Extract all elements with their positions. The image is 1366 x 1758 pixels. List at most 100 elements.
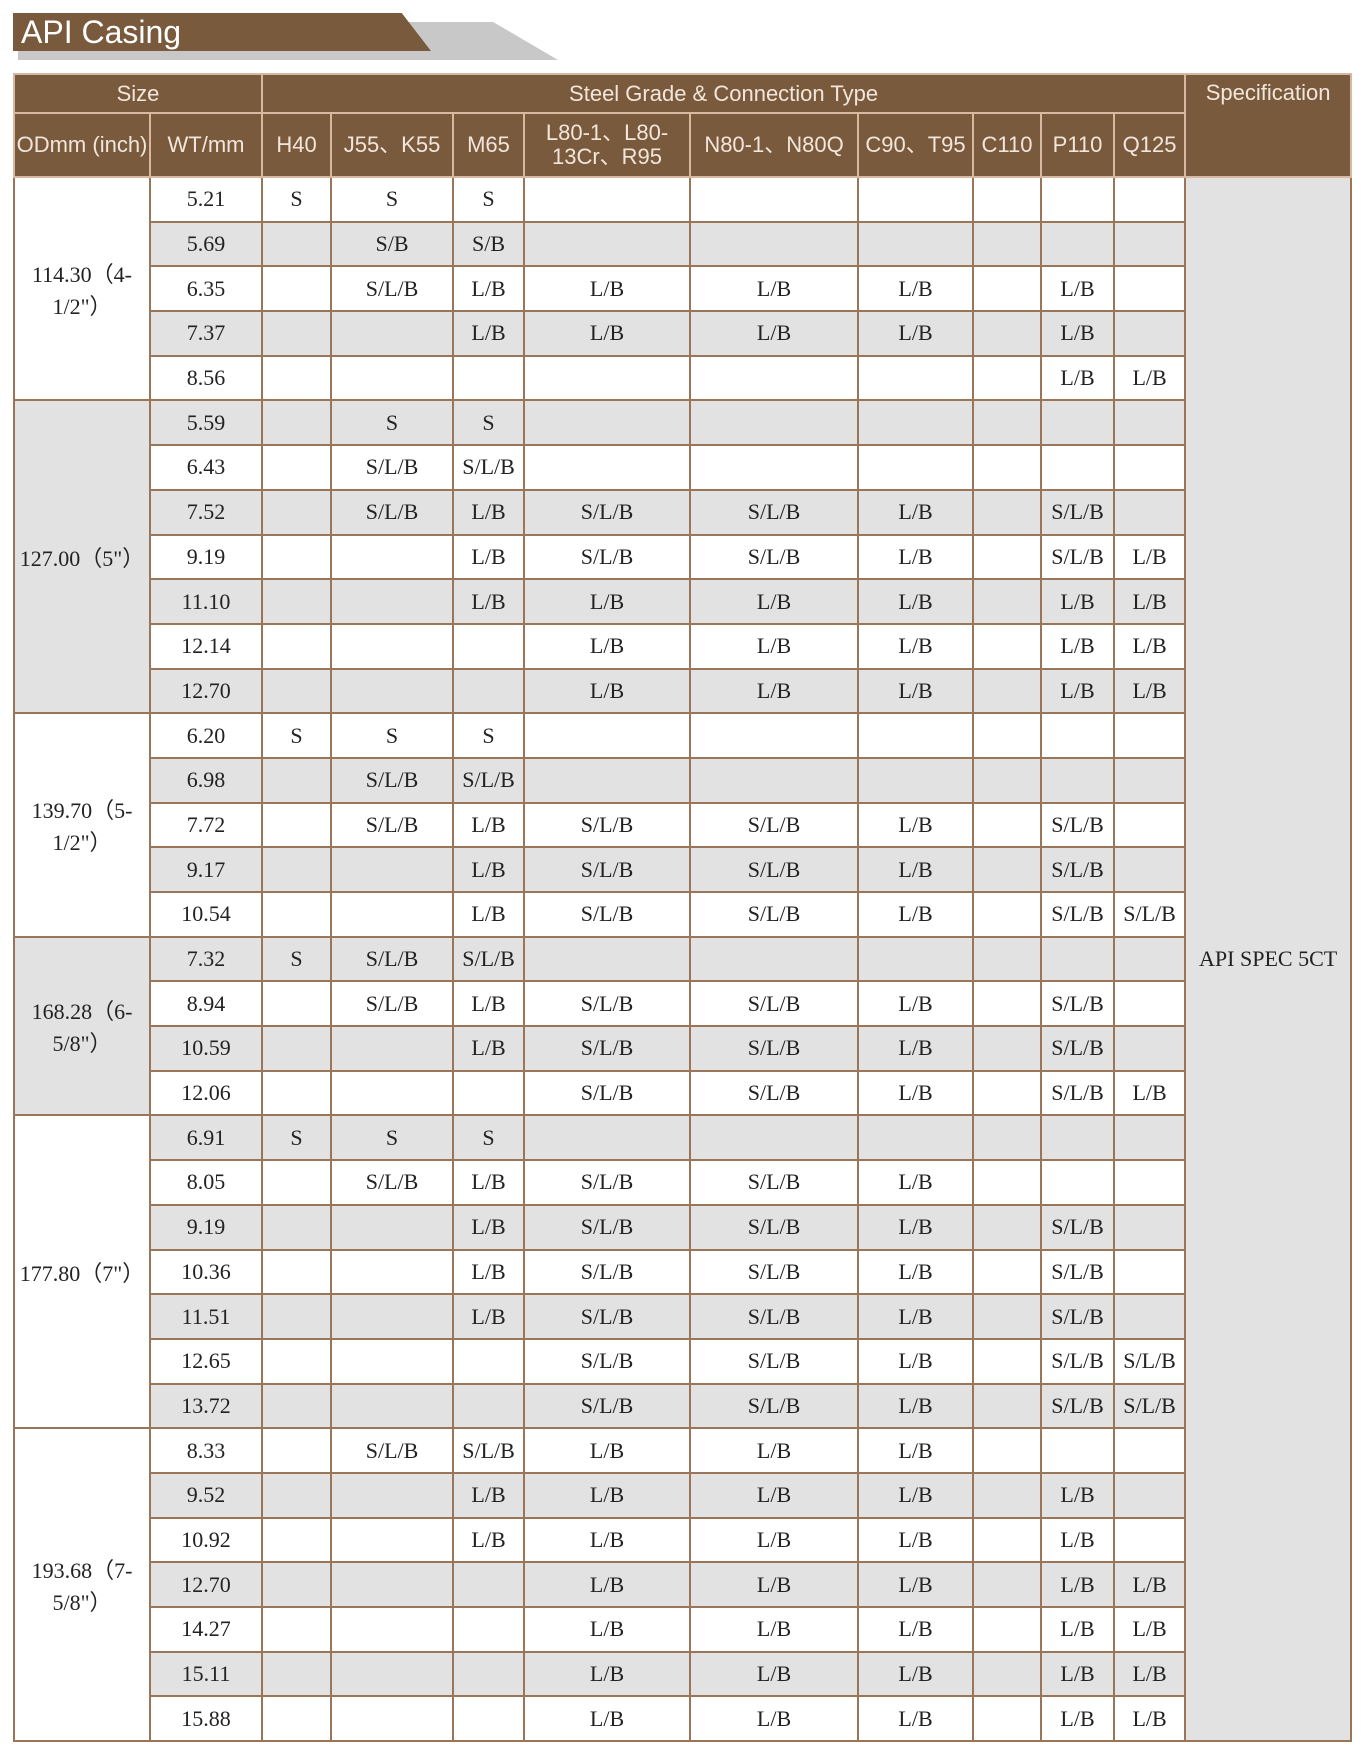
connection-cell [857, 1114, 975, 1162]
wt-cell: 6.35 [148, 265, 264, 313]
connection-cell [523, 354, 692, 402]
connection-cell [452, 1069, 526, 1117]
connection-cell: S/L/B [330, 488, 455, 536]
connection-cell: L/B [452, 488, 526, 536]
wt-cell: 7.32 [148, 935, 264, 983]
connection-cell: S/L/B [330, 801, 455, 849]
connection-cell [972, 1650, 1043, 1698]
wt-cell: 5.21 [148, 176, 264, 223]
connection-cell [1113, 756, 1187, 804]
connection-cell: L/B [689, 667, 860, 715]
connection-cell [330, 1695, 455, 1743]
connection-cell: S/L/B [689, 1025, 860, 1072]
connection-cell: L/B [857, 1025, 975, 1072]
connection-cell: S/L/B [689, 801, 860, 849]
wt-cell: 6.91 [148, 1114, 264, 1162]
connection-cell: S/L/B [452, 935, 526, 983]
connection-cell: S/L/B [689, 980, 860, 1028]
connection-cell [261, 399, 333, 447]
connection-cell: S [452, 1114, 526, 1162]
grade-header: C90、T95 [857, 112, 975, 178]
table-row: 7.37 L/B L/B L/B L/B L/B [14, 310, 1351, 357]
connection-cell [452, 354, 526, 402]
od-header: ODmm (inch) [13, 112, 151, 178]
wt-cell: 10.92 [148, 1516, 264, 1564]
connection-cell: S [330, 176, 455, 223]
grade-header: J55、K55 [330, 112, 455, 178]
connection-cell [330, 1293, 455, 1340]
connection-cell: L/B [857, 1427, 975, 1474]
connection-cell [330, 1203, 455, 1251]
connection-cell [261, 220, 333, 268]
table-row: 12.70 L/B L/B L/B L/B L/B [14, 667, 1351, 715]
connection-cell [972, 1069, 1043, 1117]
connection-cell [972, 1516, 1043, 1564]
table-row: 6.98 S/L/B S/L/B [14, 756, 1351, 804]
connection-cell: S/L/B [689, 1293, 860, 1340]
od-cell: 168.28（6-5/8"） [13, 935, 151, 1117]
connection-cell: S/L/B [523, 488, 692, 536]
connection-cell [857, 176, 975, 223]
connection-cell: S/L/B [689, 1337, 860, 1385]
connection-cell [1113, 935, 1187, 983]
connection-cell: S/L/B [452, 444, 526, 491]
connection-cell: L/B [689, 578, 860, 625]
connection-cell [1113, 1203, 1187, 1251]
wt-cell: 7.37 [148, 310, 264, 357]
connection-cell: L/B [523, 265, 692, 313]
connection-cell [972, 1471, 1043, 1519]
connection-cell: S/L/B [1113, 891, 1187, 938]
connection-cell: L/B [857, 846, 975, 893]
connection-cell: L/B [857, 265, 975, 313]
connection-cell [689, 1114, 860, 1162]
connection-cell [972, 846, 1043, 893]
connection-cell: S/L/B [689, 1069, 860, 1117]
connection-cell: S/L/B [523, 891, 692, 938]
connection-cell [1113, 488, 1187, 536]
connection-cell: S/L/B [330, 265, 455, 313]
connection-cell: S/L/B [1040, 980, 1116, 1028]
connection-cell: S/L/B [1040, 801, 1116, 849]
connection-cell [452, 667, 526, 715]
wt-cell: 12.70 [148, 1561, 264, 1608]
connection-cell [330, 1025, 455, 1072]
connection-cell [857, 935, 975, 983]
connection-cell [261, 1293, 333, 1340]
connection-cell [972, 1203, 1043, 1251]
connection-cell: S/L/B [689, 891, 860, 938]
api-casing-table: Size Steel Grade & Connection Type Speci… [12, 73, 1353, 1743]
connection-cell: L/B [1040, 265, 1116, 313]
connection-cell: L/B [523, 1606, 692, 1653]
connection-cell [523, 444, 692, 491]
connection-cell: L/B [1113, 1695, 1187, 1743]
connection-cell: S [330, 712, 455, 759]
connection-cell: L/B [857, 801, 975, 849]
connection-cell: L/B [452, 578, 526, 625]
connection-cell: S [330, 399, 455, 447]
connection-cell [261, 1561, 333, 1608]
connection-cell: L/B [1040, 578, 1116, 625]
connection-cell [330, 1650, 455, 1698]
connection-cell: L/B [857, 1069, 975, 1117]
connection-cell [1113, 980, 1187, 1028]
table-row: 5.69 S/B S/B [14, 220, 1351, 268]
table-row: 8.94 S/L/B L/B S/L/B S/L/B L/B S/L/B [14, 980, 1351, 1028]
connection-cell [1113, 801, 1187, 849]
table-row: 12.06 S/L/B S/L/B L/B S/L/B L/B [14, 1069, 1351, 1117]
table-row: 10.36 L/B S/L/B S/L/B L/B S/L/B [14, 1248, 1351, 1296]
connection-cell [857, 444, 975, 491]
connection-cell: L/B [1040, 1471, 1116, 1519]
connection-cell: L/B [857, 1293, 975, 1340]
table-row: 9.19 L/B S/L/B S/L/B L/B S/L/B L/B [14, 533, 1351, 581]
connection-cell: L/B [1113, 622, 1187, 670]
connection-cell [523, 756, 692, 804]
connection-cell: S [261, 1114, 333, 1162]
connection-cell: L/B [689, 1471, 860, 1519]
wt-cell: 7.52 [148, 488, 264, 536]
wt-cell: 5.69 [148, 220, 264, 268]
connection-cell: L/B [857, 310, 975, 357]
connection-cell: S/L/B [330, 444, 455, 491]
connection-cell: L/B [523, 622, 692, 670]
connection-cell [330, 310, 455, 357]
connection-cell [972, 1248, 1043, 1296]
